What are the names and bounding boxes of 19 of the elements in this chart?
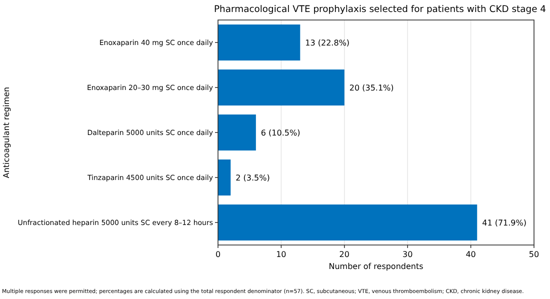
x-tick-label: 40 — [466, 250, 476, 259]
x-tick-label: 0 — [215, 250, 221, 259]
bar — [218, 204, 478, 240]
data-label: 13 (22.8%) — [305, 38, 350, 48]
bar — [218, 160, 231, 196]
x-tick-label: 20 — [339, 250, 350, 259]
data-label: 20 (35.1%) — [349, 83, 394, 92]
bar — [218, 24, 300, 60]
data-label: 2 (3.5%) — [236, 173, 270, 182]
x-tick-label: 30 — [402, 250, 413, 259]
x-axis-title: Number of respondents — [328, 262, 424, 271]
data-label: 6 (10.5%) — [260, 128, 300, 138]
y-axis-title: Anticoagulant regimen — [2, 86, 11, 178]
data-label: 41 (71.9%) — [482, 218, 527, 228]
chart-title: Pharmacological VTE prophylaxis selected for patients with CKD stage 4 — [214, 4, 546, 15]
x-tick-label: 50 — [528, 250, 540, 259]
bar — [218, 70, 344, 106]
bar — [218, 114, 256, 150]
x-tick-label: 10 — [276, 250, 286, 259]
